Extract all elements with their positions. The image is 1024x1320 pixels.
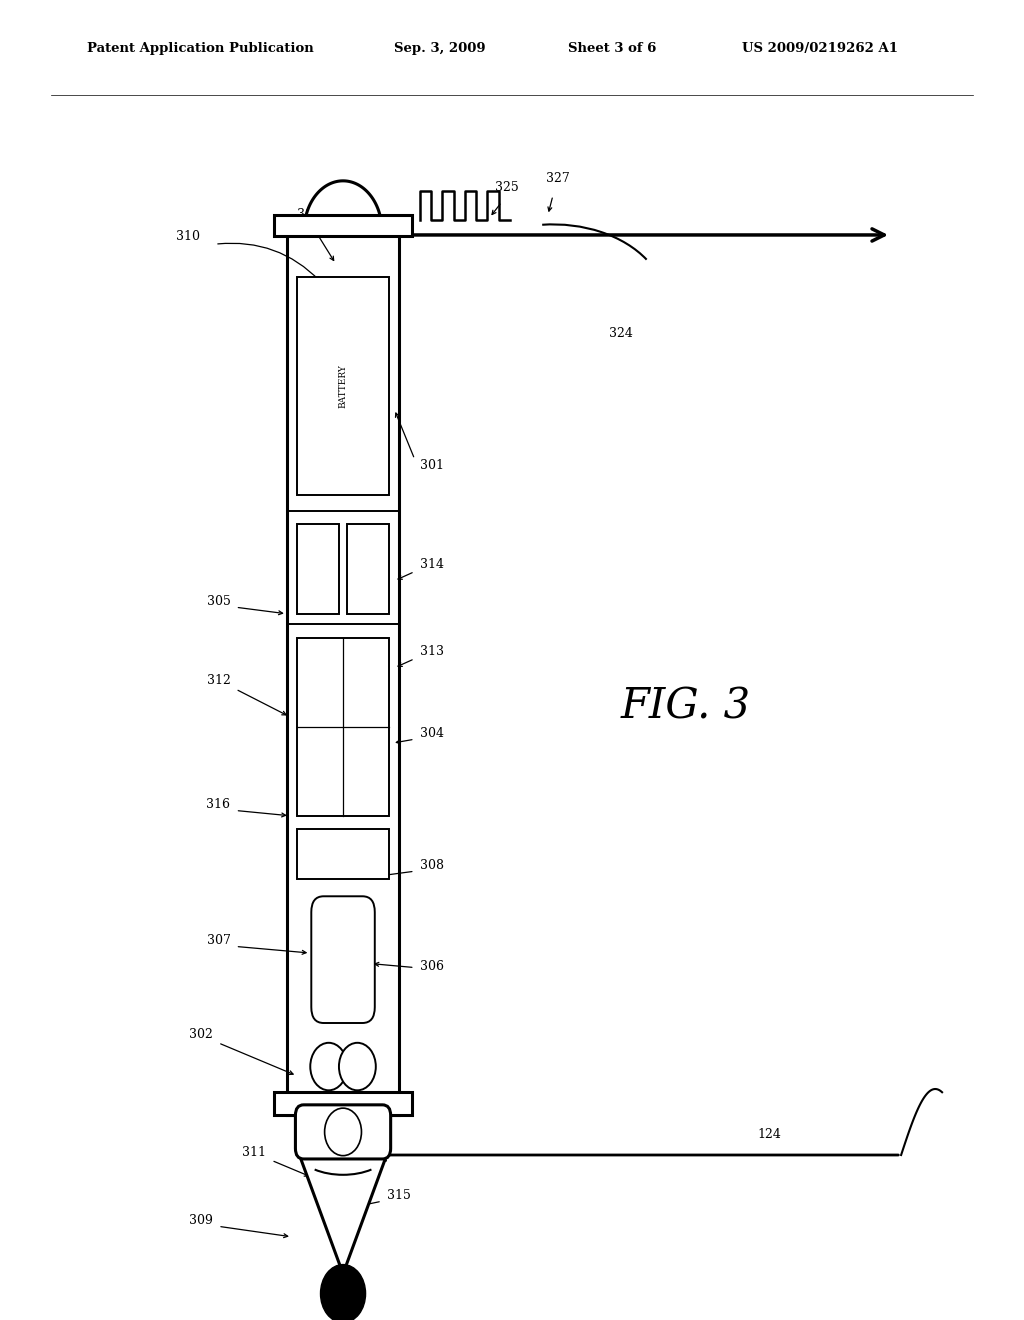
Text: 312: 312 [207, 673, 230, 686]
Text: 304: 304 [420, 726, 443, 739]
Text: FIG. 3: FIG. 3 [621, 685, 752, 727]
FancyBboxPatch shape [311, 896, 375, 1023]
Circle shape [339, 1043, 376, 1090]
Polygon shape [287, 181, 399, 231]
Text: 307: 307 [207, 933, 230, 946]
Text: 305: 305 [207, 594, 230, 607]
Polygon shape [297, 829, 389, 879]
Text: 124: 124 [758, 1127, 781, 1140]
Text: 309: 309 [189, 1213, 213, 1226]
Polygon shape [287, 231, 399, 1115]
Text: 302: 302 [189, 1027, 213, 1040]
Text: Sheet 3 of 6: Sheet 3 of 6 [568, 42, 656, 55]
Text: 313: 313 [420, 644, 443, 657]
Text: 306: 306 [420, 960, 443, 973]
Text: 327: 327 [546, 172, 570, 185]
Text: 314: 314 [420, 557, 443, 570]
Circle shape [325, 1109, 361, 1156]
Text: 311: 311 [243, 1146, 266, 1159]
Polygon shape [274, 1092, 412, 1115]
Polygon shape [297, 277, 389, 495]
Polygon shape [297, 1148, 389, 1274]
Circle shape [321, 1265, 366, 1320]
Text: 308: 308 [420, 858, 443, 871]
Text: 316: 316 [207, 797, 230, 810]
Polygon shape [297, 524, 339, 614]
FancyBboxPatch shape [296, 1105, 391, 1159]
Text: 310: 310 [176, 230, 200, 243]
Text: Patent Application Publication: Patent Application Publication [87, 42, 313, 55]
Text: US 2009/0219262 A1: US 2009/0219262 A1 [742, 42, 898, 55]
Text: 315: 315 [387, 1188, 411, 1201]
Text: 324: 324 [609, 326, 633, 339]
Text: 303: 303 [297, 207, 322, 220]
Text: Sep. 3, 2009: Sep. 3, 2009 [394, 42, 485, 55]
Circle shape [310, 1043, 347, 1090]
Polygon shape [347, 524, 389, 614]
Text: 325: 325 [495, 181, 519, 194]
Polygon shape [297, 638, 389, 816]
Text: 301: 301 [420, 458, 443, 471]
Polygon shape [274, 215, 412, 236]
Text: BATTERY: BATTERY [339, 364, 347, 408]
